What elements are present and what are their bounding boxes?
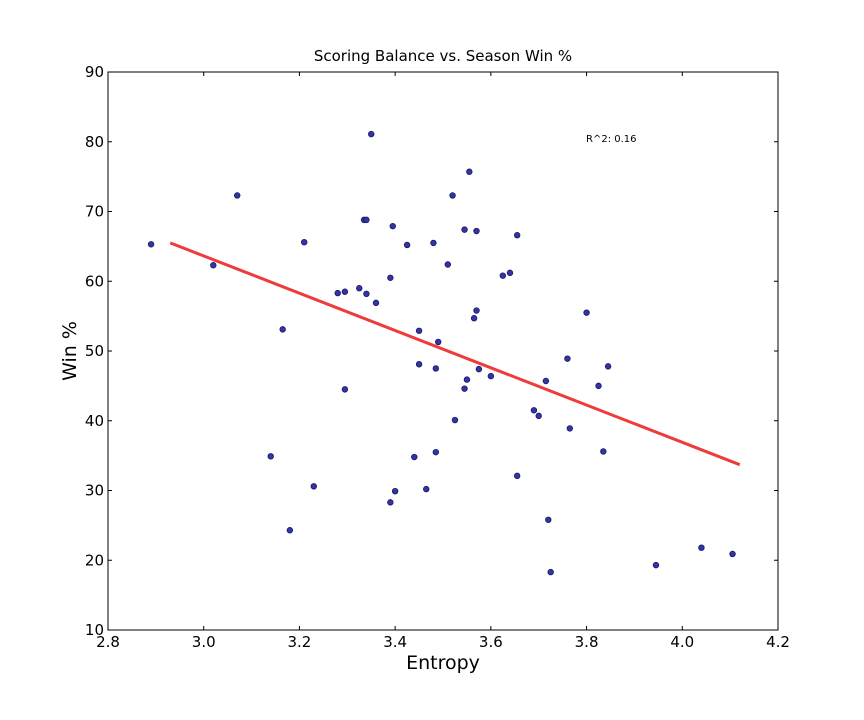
data-point — [473, 307, 480, 314]
y-tick-label: 20 — [85, 551, 104, 569]
data-point — [513, 472, 521, 480]
data-point — [286, 527, 294, 534]
y-axis-label: Win % — [59, 321, 81, 381]
plot-frame — [107, 71, 779, 631]
x-tick-label: 3.6 — [479, 633, 503, 651]
data-point — [415, 327, 423, 334]
data-point — [432, 365, 440, 372]
data-point — [391, 487, 399, 495]
data-point — [530, 407, 538, 414]
y-tick-label: 80 — [85, 133, 104, 151]
data-point — [499, 272, 507, 279]
data-point — [473, 227, 480, 235]
regression-line — [169, 241, 741, 467]
data-point — [389, 222, 396, 230]
x-axis-label: Entropy — [406, 652, 480, 674]
data-point — [547, 568, 554, 576]
y-tick-label: 30 — [85, 482, 104, 500]
y-tick-label: 70 — [85, 203, 104, 221]
data-point — [470, 315, 478, 322]
data-point — [461, 226, 468, 233]
data-point — [545, 516, 552, 523]
data-point — [435, 338, 442, 346]
data-point — [267, 453, 274, 460]
x-tick-label: 3.2 — [287, 633, 311, 651]
x-tick-label: 3.8 — [575, 633, 599, 651]
data-point — [363, 216, 370, 224]
x-tick-label: 4.2 — [766, 633, 790, 651]
data-point — [542, 377, 550, 385]
data-point — [341, 288, 349, 295]
y-tick-label: 10 — [85, 621, 104, 639]
data-point — [210, 262, 217, 269]
y-tick-label: 60 — [85, 272, 104, 290]
data-point — [451, 416, 459, 424]
y-tick-label: 50 — [85, 342, 104, 360]
data-point — [698, 544, 705, 551]
data-point — [423, 485, 430, 493]
data-point — [475, 365, 483, 373]
data-point — [449, 192, 456, 199]
data-point — [600, 448, 607, 455]
x-tick-label: 3.4 — [383, 633, 407, 651]
data-point — [310, 483, 317, 490]
data-point — [387, 499, 394, 506]
y-tick-label: 40 — [85, 412, 104, 430]
data-point — [506, 269, 514, 277]
y-ticks: 10 20 30 40 50 60 70 80 90 — [85, 63, 778, 639]
data-points — [147, 130, 736, 576]
data-point — [652, 561, 660, 569]
data-point — [279, 326, 286, 333]
data-point — [430, 239, 437, 247]
x-tick-label: 4.0 — [670, 633, 694, 651]
x-tick-label: 3.0 — [192, 633, 216, 651]
data-point — [566, 425, 574, 432]
data-point — [461, 385, 468, 392]
data-point — [595, 382, 602, 390]
data-point — [513, 232, 521, 239]
data-point — [356, 285, 363, 292]
x-ticks: 2.8 3.0 3.2 3.4 3.6 3.8 4.0 4.2 — [96, 72, 790, 651]
data-point — [234, 192, 241, 199]
data-point — [372, 299, 380, 307]
data-point — [564, 355, 571, 362]
data-point — [334, 289, 341, 297]
data-point — [444, 261, 451, 268]
r-squared-annotation: R^2: 0.16 — [586, 134, 637, 145]
data-point — [463, 376, 471, 383]
data-point — [415, 361, 423, 368]
data-point — [368, 130, 375, 138]
y-tick-label: 90 — [85, 63, 104, 81]
data-point — [341, 386, 349, 393]
data-point — [583, 309, 590, 316]
data-point — [535, 412, 542, 420]
data-point — [363, 290, 370, 298]
data-point — [466, 168, 473, 175]
data-point — [432, 448, 440, 456]
x-tick-label: 2.8 — [96, 633, 120, 651]
data-point — [604, 363, 612, 370]
data-point — [487, 372, 495, 380]
data-point — [411, 453, 418, 461]
data-point — [387, 274, 394, 281]
data-point — [403, 241, 411, 249]
data-point — [301, 238, 308, 246]
data-point — [729, 550, 736, 558]
data-point — [147, 241, 155, 248]
chart-title: Scoring Balance vs. Season Win % — [314, 47, 572, 65]
